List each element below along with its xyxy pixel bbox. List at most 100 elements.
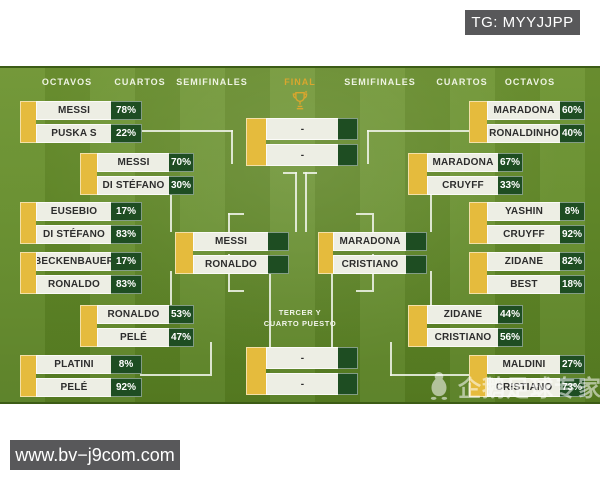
player-name: RONALDINHO [487, 124, 560, 143]
player-name: RONALDO [193, 255, 268, 274]
bracket-connector [295, 172, 297, 232]
player-name: MESSI [193, 232, 268, 251]
player-name: MARADONA [427, 153, 498, 172]
player-row: - [266, 373, 358, 395]
player-name: MARADONA [333, 232, 406, 251]
player-pct: 17% [111, 202, 142, 221]
match-right-octavos-1: MARADONA 60% RONALDINHO 40% [469, 101, 585, 143]
player-row: - [266, 118, 358, 140]
watermark: 企鹅足球专家 [426, 369, 600, 403]
penguin-icon [430, 372, 448, 400]
player-row: ZIDANE 82% [487, 252, 585, 271]
match-accent-bar [20, 252, 36, 294]
player-name: - [266, 373, 338, 395]
bracket-connector [228, 213, 244, 215]
match-left-octavos-4: PLATINI 8% PELÉ 92% [20, 355, 142, 397]
player-name: CRUYFF [427, 176, 498, 195]
player-pct: 33% [498, 176, 523, 195]
match-accent-bar [20, 202, 36, 244]
player-name: CRUYFF [487, 225, 560, 244]
player-pct [338, 373, 358, 395]
bracket-connector [269, 271, 271, 347]
player-pct: 30% [169, 176, 194, 195]
match-left-semifinal: MESSI RONALDO [175, 232, 289, 274]
player-pct: 22% [111, 124, 142, 143]
player-row: MESSI 78% [36, 101, 142, 120]
bracket-connector [305, 172, 307, 232]
player-row: EUSEBIO 17% [36, 202, 142, 221]
bracket-connector [140, 130, 233, 132]
header-left-octavos: OCTAVOS [41, 77, 93, 87]
match-accent-bar [20, 355, 36, 397]
telegram-badge: TG: MYYJJPP [465, 10, 580, 35]
player-pct: 67% [498, 153, 523, 172]
player-pct: 40% [560, 124, 585, 143]
bracket-connector [170, 271, 172, 307]
player-pct: 17% [111, 252, 142, 271]
player-pct: 8% [111, 355, 142, 374]
player-name: DI STÉFANO [36, 225, 111, 244]
player-pct: 78% [111, 101, 142, 120]
header-left-cuartos: CUARTOS [114, 77, 166, 87]
bracket-connector [331, 271, 333, 347]
player-pct [406, 255, 427, 274]
trophy-icon [292, 90, 308, 110]
player-pct [406, 232, 427, 251]
match-accent-bar [246, 347, 266, 395]
player-name: YASHIN [487, 202, 560, 221]
bracket-connector [367, 130, 469, 132]
player-row: PUSKA S 22% [36, 124, 142, 143]
player-pct: 27% [560, 355, 585, 374]
player-pct: 47% [169, 328, 194, 347]
player-name: CRISTIANO [333, 255, 406, 274]
match-right-semifinal: MARADONA CRISTIANO [318, 232, 427, 274]
player-row: ZIDANE 44% [427, 305, 523, 324]
bracket-connector [210, 342, 212, 376]
player-name: BECKENBAUER [36, 252, 111, 271]
player-row: YASHIN 8% [487, 202, 585, 221]
bracket-connector [430, 192, 432, 232]
player-row: MALDINI 27% [487, 355, 585, 374]
match-left-octavos-3: BECKENBAUER 17% RONALDO 83% [20, 252, 142, 294]
player-pct [268, 255, 289, 274]
bracket-connector [303, 172, 317, 174]
header-right-cuartos: CUARTOS [436, 77, 488, 87]
bracket-connector [170, 192, 172, 232]
player-pct: 83% [111, 225, 142, 244]
player-name: RONALDO [97, 305, 169, 324]
match-accent-bar [80, 153, 97, 195]
match-left-cuartos-1: MESSI 70% DI STÉFANO 30% [80, 153, 194, 195]
player-row: CRISTIANO [333, 255, 427, 274]
match-right-octavos-3: ZIDANE 82% BEST 18% [469, 252, 585, 294]
player-pct: 73% [560, 378, 585, 397]
player-row: PELÉ 47% [97, 328, 194, 347]
match-accent-bar [408, 153, 427, 195]
match-left-octavos-2: EUSEBIO 17% DI STÉFANO 83% [20, 202, 142, 244]
player-pct: 83% [111, 275, 142, 294]
player-pct [338, 347, 358, 369]
player-name: PELÉ [36, 378, 111, 397]
player-name: - [266, 347, 338, 369]
player-row: MESSI 70% [97, 153, 194, 172]
player-row: RONALDO 53% [97, 305, 194, 324]
match-right-octavos-4: MALDINI 27% CRISTIANO 73% [469, 355, 585, 397]
player-pct: 18% [560, 275, 585, 294]
player-name: PUSKA S [36, 124, 111, 143]
player-row: DI STÉFANO 83% [36, 225, 142, 244]
match-accent-bar [469, 355, 487, 397]
match-left-cuartos-2: RONALDO 53% PELÉ 47% [80, 305, 194, 347]
player-row: RONALDINHO 40% [487, 124, 585, 143]
header-final: FINAL [284, 77, 316, 87]
match-left-octavos-1: MESSI 78% PUSKA S 22% [20, 101, 142, 143]
player-name: PELÉ [97, 328, 169, 347]
player-row: MESSI [193, 232, 289, 251]
player-row: PELÉ 92% [36, 378, 142, 397]
player-name: EUSEBIO [36, 202, 111, 221]
match-right-cuartos-2: ZIDANE 44% CRISTIANO 56% [408, 305, 523, 347]
match-right-cuartos-1: MARADONA 67% CRUYFF 33% [408, 153, 523, 195]
player-name: ZIDANE [487, 252, 560, 271]
bracket-connector [390, 342, 392, 376]
bracket-connector [228, 290, 244, 292]
bracket-connector [367, 130, 369, 164]
